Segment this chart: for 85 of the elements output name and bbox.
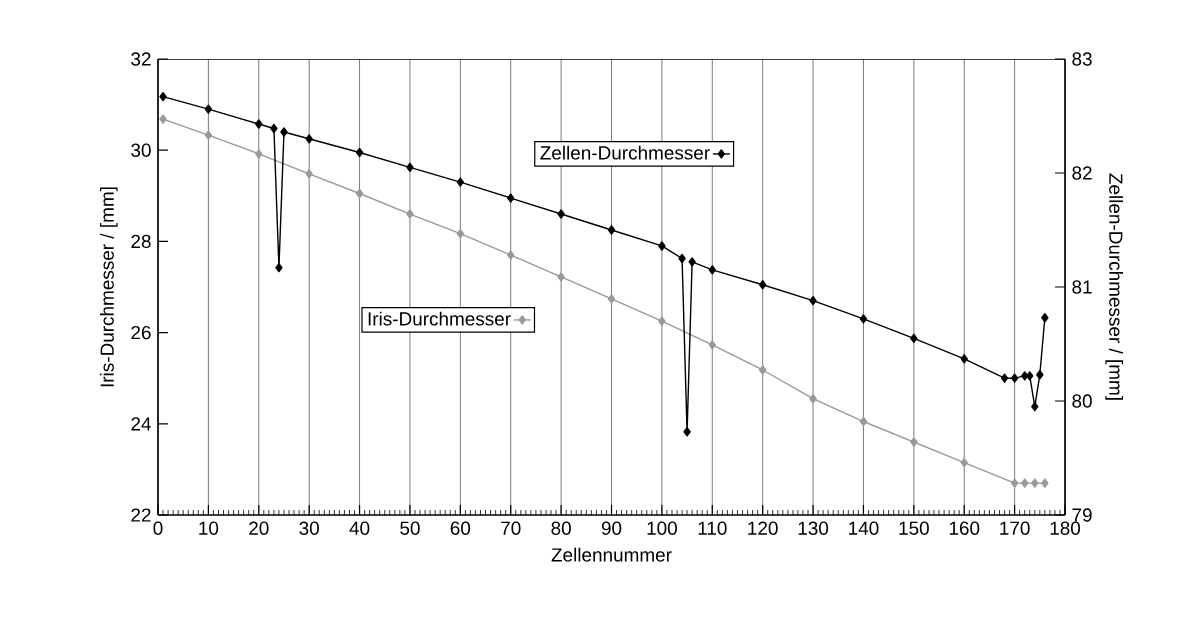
y2-axis-title: Zellen-Durchmesser / [mm]	[1105, 173, 1124, 400]
point	[1031, 402, 1039, 412]
point	[809, 394, 817, 404]
x-tick-label: 90	[601, 521, 622, 535]
point	[255, 119, 263, 129]
x-tick-label: 150	[899, 521, 929, 535]
point	[355, 188, 364, 199]
x-tick-label: 170	[1000, 521, 1030, 535]
y-tick-label: 26	[131, 325, 151, 340]
y-tick-label: 30	[131, 143, 151, 157]
point	[355, 147, 364, 158]
point	[1021, 478, 1029, 488]
x-tick-label: 0	[153, 521, 163, 535]
point	[305, 134, 313, 144]
point	[255, 149, 263, 159]
point	[456, 177, 465, 187]
point	[275, 262, 283, 273]
point	[1031, 478, 1039, 488]
x-tick-label: 130	[798, 521, 829, 535]
point	[910, 437, 918, 447]
point	[406, 162, 414, 172]
point	[280, 127, 288, 137]
y2-tick-label: 82	[1072, 166, 1092, 180]
point	[1000, 373, 1009, 383]
y-tick-label: 22	[131, 508, 151, 522]
point	[557, 209, 565, 219]
point	[960, 457, 968, 468]
y2-tick-label: 79	[1072, 508, 1092, 522]
y2-tick-label: 83	[1072, 52, 1092, 66]
x-tick-label: 100	[647, 521, 677, 535]
x-tick-label: 70	[501, 521, 521, 535]
y2-tick-label: 81	[1072, 280, 1092, 294]
point	[159, 114, 167, 124]
x-tick-label: 60	[450, 521, 471, 535]
point	[859, 314, 868, 324]
point	[859, 416, 868, 427]
point	[456, 228, 465, 239]
point	[159, 91, 167, 102]
x-tick-label: 50	[400, 521, 420, 535]
point	[557, 272, 565, 282]
point	[204, 130, 213, 140]
point	[1010, 478, 1019, 488]
y-tick-label: 32	[131, 52, 151, 66]
point	[758, 280, 767, 290]
y-tick-label: 28	[131, 234, 151, 249]
point	[708, 340, 716, 350]
point	[1010, 373, 1019, 383]
point	[1036, 370, 1044, 380]
point	[658, 241, 666, 251]
point	[910, 333, 918, 343]
point	[960, 354, 968, 364]
point	[683, 427, 691, 437]
x-tick-label: 160	[949, 521, 980, 535]
y2-tick-label: 80	[1072, 394, 1092, 408]
point	[305, 169, 313, 179]
x-tick-label: 10	[199, 521, 219, 535]
point	[809, 295, 817, 306]
point	[204, 104, 213, 114]
legend-label: Iris-Durchmesser	[368, 311, 511, 326]
point	[678, 253, 686, 264]
y-axis-title: Iris-Durchmesser / [mm]	[99, 187, 118, 387]
x-tick-label: 30	[299, 521, 319, 535]
point	[708, 265, 716, 275]
x-tick-label: 80	[551, 521, 571, 535]
x-tick-label: 180	[1050, 521, 1081, 535]
point	[658, 316, 666, 326]
point	[507, 250, 515, 260]
point	[406, 209, 414, 219]
point	[688, 257, 696, 267]
point	[607, 294, 616, 304]
point	[607, 225, 616, 235]
x-tick-label: 20	[249, 521, 269, 535]
legend-label: Zellen-Durchmesser	[540, 145, 710, 160]
point	[270, 123, 278, 134]
x-tick-label: 110	[698, 521, 727, 535]
point	[1041, 478, 1049, 488]
y-tick-label: 24	[131, 417, 151, 431]
point	[507, 193, 515, 203]
point	[1026, 371, 1034, 381]
point	[758, 365, 767, 375]
point	[1041, 313, 1049, 323]
x-tick-label: 140	[849, 521, 879, 535]
x-axis-title: Zellennummer	[551, 547, 672, 562]
x-tick-label: 40	[349, 521, 370, 535]
x-tick-label: 120	[748, 521, 778, 535]
